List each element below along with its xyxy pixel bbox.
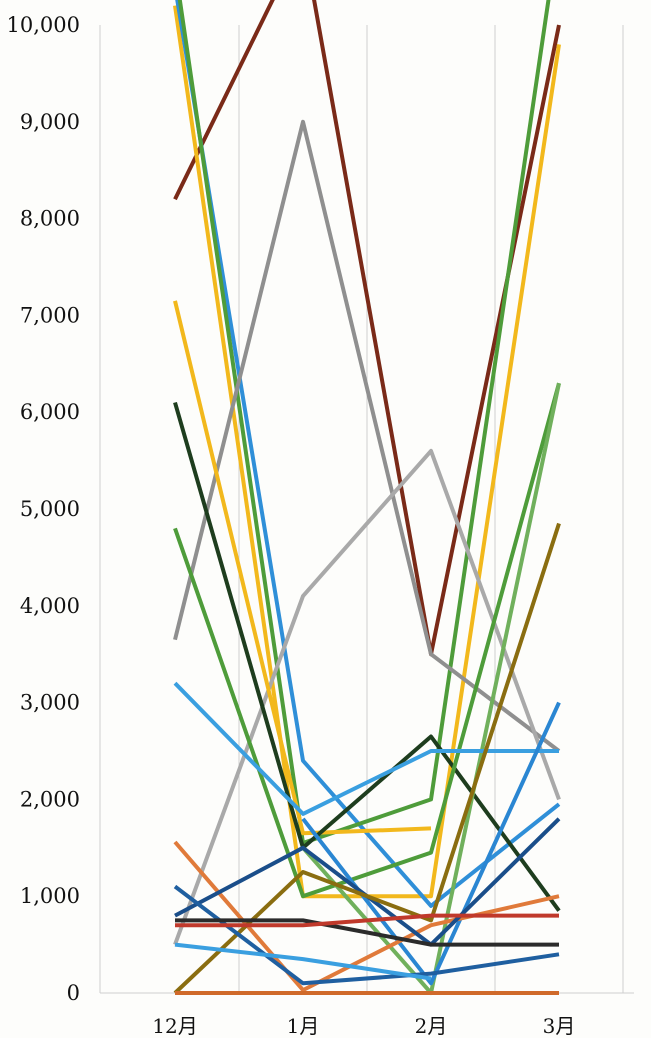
y-tick-label: 10,000 <box>7 13 80 37</box>
series-line-17 <box>175 918 559 947</box>
series-line-13 <box>173 840 560 993</box>
y-tick-label: 7,000 <box>20 303 80 327</box>
y-tick-label: 4,000 <box>20 594 80 618</box>
y-tick-label: 1,000 <box>20 884 80 908</box>
series-line-7 <box>173 300 432 836</box>
series-line-12 <box>301 701 561 986</box>
x-tick-label: 1月 <box>287 1014 320 1038</box>
y-tick-label: 5,000 <box>20 497 80 521</box>
x-tick-label: 2月 <box>415 1014 448 1038</box>
y-tick-label: 9,000 <box>20 110 80 134</box>
series-line-1 <box>173 0 561 657</box>
y-tick-label: 2,000 <box>20 787 80 811</box>
series-line-9 <box>173 382 561 899</box>
series-lines <box>173 0 561 995</box>
y-tick-label: 0 <box>67 981 80 1005</box>
x-axis-ticks: 12月 1月 2月 3月 <box>152 1014 575 1038</box>
y-tick-label: 3,000 <box>20 691 80 715</box>
series-line-11 <box>173 681 559 816</box>
x-tick-label: 12月 <box>152 1014 197 1038</box>
series-line-5 <box>173 119 561 753</box>
series-line-8 <box>173 401 561 912</box>
series-line-4 <box>177 0 551 845</box>
y-axis-ticks: 0 1,000 2,000 3,000 4,000 5,000 6,000 7,000 8,00… <box>7 13 80 1005</box>
series-line-19 <box>174 942 432 981</box>
series-line-16 <box>173 884 560 986</box>
y-tick-label: 8,000 <box>20 207 80 231</box>
y-tick-label: 6,000 <box>20 400 80 424</box>
x-tick-label: 3月 <box>543 1014 576 1038</box>
series-line-10 <box>301 382 561 995</box>
series-line-18 <box>175 913 559 928</box>
